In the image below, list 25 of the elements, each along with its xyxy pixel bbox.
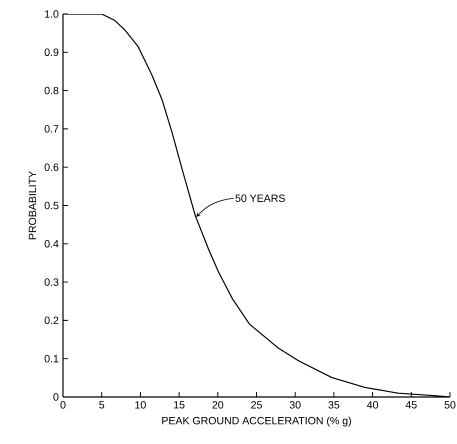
x-tick-label: 20: [212, 401, 224, 409]
x-tick-label: 25: [251, 401, 262, 409]
y-tick-label: 0.5: [44, 202, 58, 210]
y-tick-label: 0.7: [44, 125, 58, 133]
y-axis-title: PROBABILITY: [28, 171, 36, 240]
y-tick-label: 1.0: [45, 10, 58, 18]
y-tick-label: 0.4: [44, 240, 59, 248]
x-tick-label: 0: [60, 401, 66, 409]
y-tick-label: 0.6: [44, 163, 58, 171]
y-tick-label: 0.8: [44, 86, 58, 94]
y-tick-label: 0.3: [44, 278, 58, 286]
y-tick-label: 0: [53, 393, 58, 401]
x-tick-label: 50: [444, 401, 456, 409]
x-tick-label: 30: [290, 401, 301, 409]
annotation: 50 YEARS: [235, 194, 285, 202]
y-tick-label: 0.2: [44, 316, 58, 324]
x-tick-label: 5: [99, 401, 104, 408]
x-tick-label: 10: [135, 401, 146, 409]
x-axis-title: PEAK GROUND ACCELERATION (% g): [162, 416, 351, 426]
x-tick-label: 40: [366, 401, 378, 409]
x-tick-label: 45: [406, 401, 417, 408]
y-tick-label: 0.1: [44, 354, 58, 362]
y-tick-label: 0.9: [44, 48, 58, 56]
x-tick-label: 35: [328, 401, 340, 409]
x-tick-label: 15: [174, 401, 185, 408]
